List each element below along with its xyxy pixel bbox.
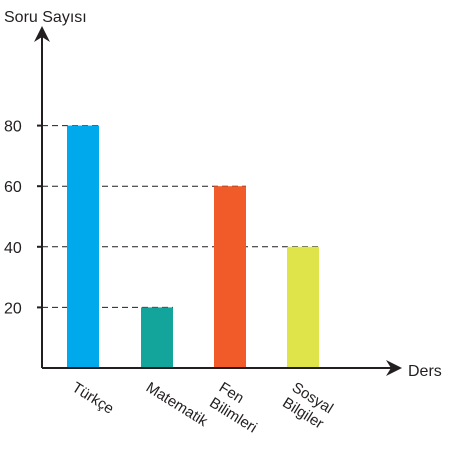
x-tick-label: SosyalBilgiler [279, 379, 336, 433]
bar [67, 125, 99, 368]
x-axis-label: Ders [408, 363, 442, 380]
x-tick-label: Matematik [143, 379, 211, 430]
y-axis-arrow [34, 26, 50, 42]
bar [141, 307, 173, 368]
bar [287, 246, 319, 368]
x-tick-label-text: Matematik [143, 379, 211, 430]
y-axis-label: Soru Sayısı [4, 9, 87, 26]
x-axis-arrow [386, 360, 402, 376]
x-tick-label-line: Matematik [143, 379, 211, 430]
bars [67, 125, 319, 368]
y-tick-label: 40 [4, 240, 22, 257]
x-tick-label-text: SosyalBilgiler [279, 379, 336, 433]
y-tick-label: 60 [4, 179, 22, 196]
y-ticks: 20 40 60 80 [4, 119, 42, 317]
bar [214, 186, 246, 368]
x-tick-labels: Türkçe Matematik FenBilimleri SosyalBilgile… [69, 379, 336, 437]
x-tick-label: FenBilimleri [206, 379, 269, 437]
x-tick-label-text: FenBilimleri [206, 379, 269, 437]
x-tick-label: Türkçe [69, 379, 117, 418]
x-tick-label-text: Türkçe [69, 379, 117, 418]
x-tick-label-line: Türkçe [69, 379, 117, 418]
y-tick-label: 80 [4, 119, 22, 136]
y-tick-label: 20 [4, 300, 22, 317]
